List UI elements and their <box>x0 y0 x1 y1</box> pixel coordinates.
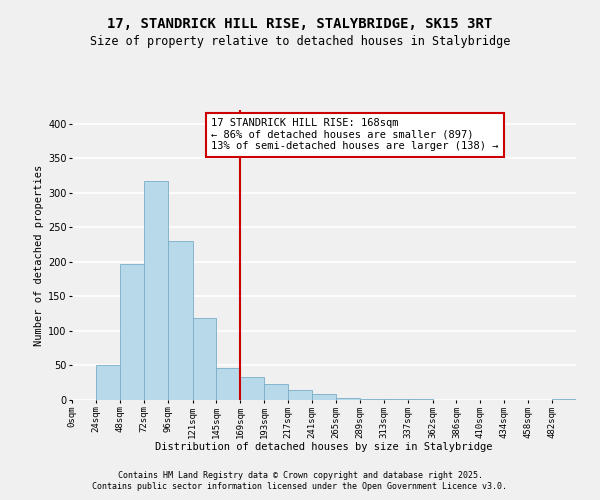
Bar <box>193 318 217 400</box>
Y-axis label: Number of detached properties: Number of detached properties <box>34 164 44 346</box>
Bar <box>360 398 384 400</box>
Bar <box>217 368 241 400</box>
Bar <box>336 398 360 400</box>
Text: Contains HM Land Registry data © Crown copyright and database right 2025.: Contains HM Land Registry data © Crown c… <box>118 471 482 480</box>
Text: Contains public sector information licensed under the Open Government Licence v3: Contains public sector information licen… <box>92 482 508 491</box>
X-axis label: Distribution of detached houses by size in Stalybridge: Distribution of detached houses by size … <box>155 442 493 452</box>
Text: 17, STANDRICK HILL RISE, STALYBRIDGE, SK15 3RT: 17, STANDRICK HILL RISE, STALYBRIDGE, SK… <box>107 18 493 32</box>
Bar <box>264 384 288 400</box>
Bar <box>144 181 167 400</box>
Bar <box>288 390 312 400</box>
Bar <box>312 394 336 400</box>
Bar <box>241 377 264 400</box>
Bar <box>96 365 120 400</box>
Bar <box>167 241 193 400</box>
Bar <box>552 398 576 400</box>
Text: 17 STANDRICK HILL RISE: 168sqm
← 86% of detached houses are smaller (897)
13% of: 17 STANDRICK HILL RISE: 168sqm ← 86% of … <box>211 118 499 152</box>
Text: Size of property relative to detached houses in Stalybridge: Size of property relative to detached ho… <box>90 35 510 48</box>
Bar <box>120 264 144 400</box>
